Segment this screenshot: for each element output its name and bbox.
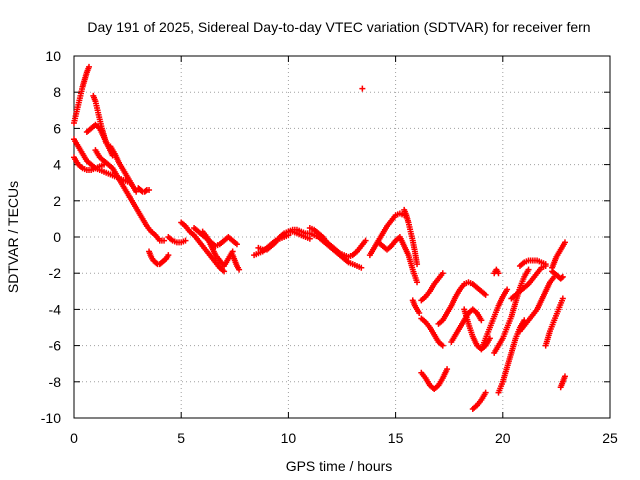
y-tick-label: 4 [53,157,61,173]
data-point [161,237,168,244]
x-tick-label: 5 [177,430,185,446]
y-tick-label: -6 [49,338,62,354]
x-axis-label: GPS time / hours [286,458,393,474]
y-tick-label: -8 [49,374,62,390]
x-tick-label: 20 [495,430,511,446]
data-point [561,239,568,246]
data-point [221,268,228,275]
series-arc30 [469,389,489,412]
y-tick-label: -2 [49,265,62,281]
series-arc27 [435,279,489,327]
data-point [416,310,423,317]
data-point [439,270,446,277]
series-arc11 [165,234,189,246]
series-arc39 [549,268,566,282]
y-axis-label: SDTVAR / TECUs [5,181,21,293]
data-point [133,188,140,195]
data-point [559,295,566,302]
series-arc24 [418,270,446,304]
data-point [182,237,189,244]
series-arc23 [409,297,423,317]
y-tick-label: 2 [53,193,61,209]
data-point [306,235,313,242]
series-arc31 [478,286,511,353]
series-arc29 [461,306,493,353]
series-arc19 [306,224,369,260]
series-isolated [359,85,366,92]
series-arc15 [229,252,243,273]
data-point [504,286,511,293]
series-arc7 [107,143,140,195]
data-point [233,241,240,248]
data-point [558,274,565,281]
series-arc38 [542,295,566,349]
data-point [439,342,446,349]
data-point [561,373,568,380]
chart-title: Day 191 of 2025, Sidereal Day-to-day VTE… [87,19,590,35]
data-point [146,186,153,193]
series-arc12 [178,219,228,275]
series-arc41 [557,373,568,391]
data-point [86,63,93,70]
series-arc37 [516,273,558,335]
series-arc35 [508,262,549,302]
data-point [542,261,549,268]
data-point [359,85,366,92]
x-tick-label: 15 [388,430,404,446]
y-tick-label: 0 [53,229,61,245]
series-arc8 [135,185,153,195]
series-arc1 [71,63,93,126]
data-point [358,264,365,271]
data-points [71,63,568,412]
series-arc3 [71,154,108,174]
series-arc21 [375,234,421,286]
data-point [478,317,485,324]
data-point [165,252,172,259]
series-arc22 [401,206,421,268]
data-point [525,266,532,273]
data-point [414,261,421,268]
series-arc26 [418,315,446,349]
y-tick-label: 6 [53,120,61,136]
series-arc9 [126,194,168,244]
series-arc32 [491,266,502,277]
data-point [103,139,110,146]
data-point [495,270,502,277]
series-arc5 [90,92,110,146]
y-tick-label: 8 [53,84,61,100]
y-tick-label: -10 [41,410,61,426]
y-tick-label: -4 [49,301,62,317]
data-point [482,389,489,396]
series-arc10 [146,248,172,268]
data-point [444,366,451,373]
data-point [414,279,421,286]
x-tick-label: 25 [602,430,618,446]
series-arc6 [92,147,133,201]
plot-frame [73,55,611,419]
y-tick-label: 10 [45,48,61,64]
x-tick-label: 0 [70,430,78,446]
x-tick-label: 10 [281,430,297,446]
data-point [236,266,243,273]
data-point [142,187,149,194]
data-point [559,273,566,280]
data-point [362,237,369,244]
data-point [482,291,489,298]
series-arc25 [418,366,451,393]
series-arc40 [549,239,568,271]
series-arc36 [516,257,549,269]
